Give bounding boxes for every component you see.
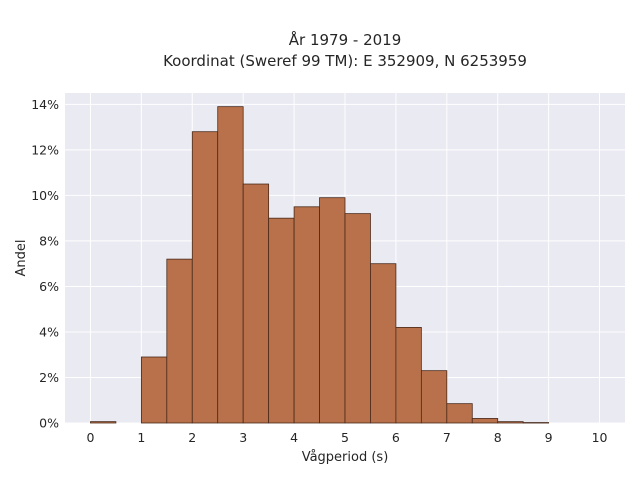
- histogram-bar: [344, 213, 371, 424]
- x-tick-label: 9: [545, 430, 553, 445]
- y-tick-label: 2%: [39, 370, 59, 385]
- histogram-bars: [90, 106, 550, 424]
- y-tick-label: 14%: [31, 97, 59, 112]
- x-tick-label: 5: [341, 430, 349, 445]
- x-tick-label: 0: [86, 430, 94, 445]
- y-tick-label: 8%: [39, 233, 59, 248]
- histogram-bar: [370, 263, 397, 424]
- x-tick-label: 6: [392, 430, 400, 445]
- y-tick-label: 4%: [39, 324, 59, 339]
- histogram-bar: [140, 356, 168, 424]
- x-tick-label: 2: [188, 430, 196, 445]
- x-tick-label: 7: [443, 430, 451, 445]
- y-tick-label: 10%: [31, 188, 59, 203]
- x-tick-label: 4: [290, 430, 298, 445]
- y-tick-label: 12%: [31, 142, 59, 157]
- x-axis-ticks: 0 1 2 3 4 5 6 7 8 9 10: [86, 430, 607, 445]
- histogram-bar: [293, 206, 320, 424]
- histogram-bar: [242, 183, 270, 424]
- histogram-bar: [497, 421, 524, 424]
- x-axis-label: Vågperiod (s): [302, 450, 389, 465]
- histogram-bar: [166, 258, 193, 424]
- x-tick-label: 1: [137, 430, 145, 445]
- x-tick-label: 10: [592, 430, 608, 445]
- chart-title-line1: År 1979 - 2019: [289, 30, 402, 49]
- x-tick-label: 8: [494, 430, 502, 445]
- histogram-bar: [268, 217, 295, 424]
- histogram-bar: [395, 327, 422, 424]
- histogram-bar: [319, 197, 346, 424]
- histogram-bar: [522, 422, 550, 424]
- histogram-bar: [471, 418, 499, 424]
- y-axis-label: Andel: [14, 240, 29, 277]
- histogram-bar: [90, 421, 117, 424]
- x-tick-label: 3: [239, 430, 247, 445]
- y-tick-label: 6%: [39, 279, 59, 294]
- y-axis-ticks: 0% 2% 4% 6% 8% 10% 12% 14%: [31, 97, 59, 431]
- histogram-bar: [420, 370, 448, 424]
- histogram-bar: [191, 131, 219, 424]
- histogram-bar: [217, 106, 244, 424]
- y-tick-label: 0%: [39, 416, 59, 431]
- chart-title-line2: Koordinat (Sweref 99 TM): E 352909, N 62…: [163, 52, 527, 70]
- histogram-bar: [446, 403, 473, 424]
